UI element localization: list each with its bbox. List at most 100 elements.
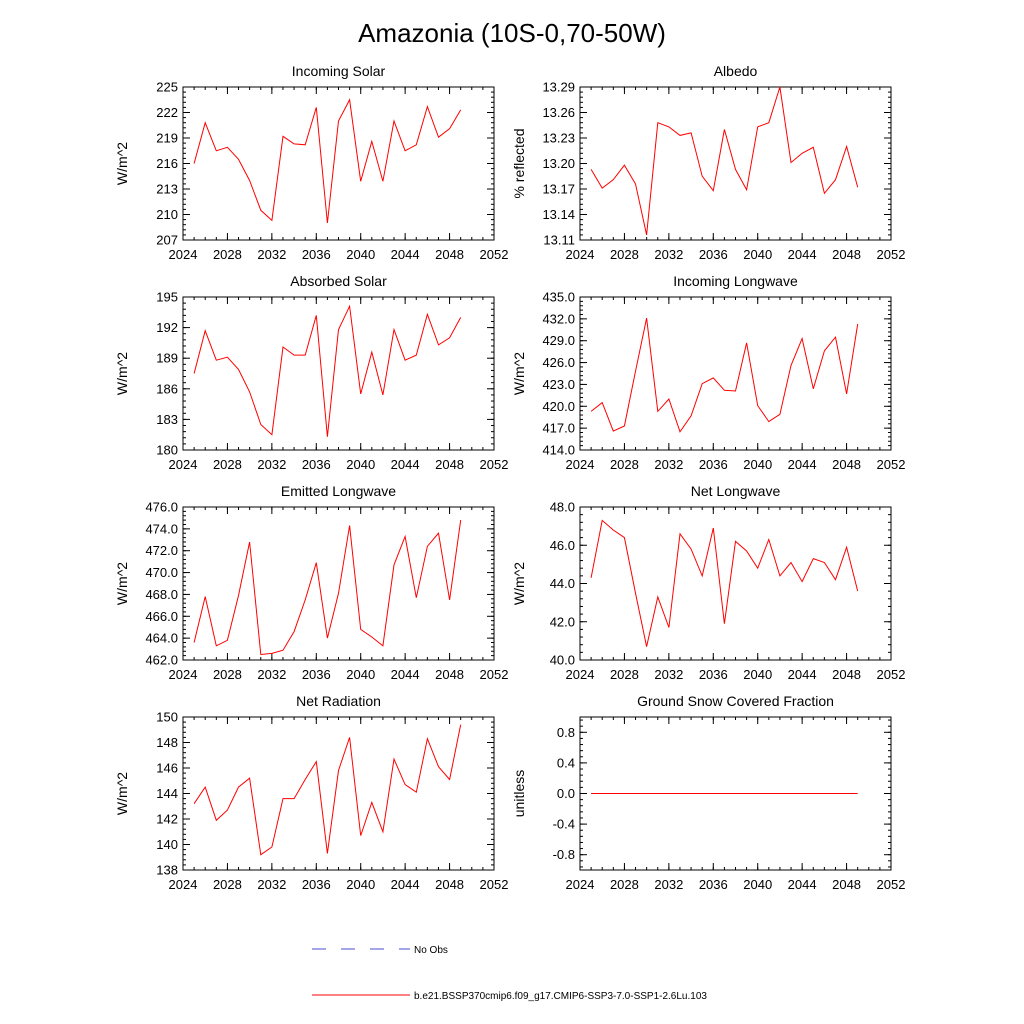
panel-title: Emitted Longwave: [281, 483, 396, 499]
y-axis-label: W/m^2: [114, 772, 130, 815]
panel-title: Net Longwave: [691, 483, 781, 499]
y-tick-label: 0.4: [557, 755, 575, 770]
y-tick-label: 432.0: [542, 311, 575, 326]
x-tick-label: 2052: [480, 457, 509, 472]
y-axis-label: W/m^2: [511, 352, 527, 395]
x-tick-label: 2040: [346, 877, 375, 892]
y-tick-label: 210: [156, 207, 178, 222]
x-tick-label: 2032: [654, 247, 683, 262]
y-tick-label: 138: [156, 863, 178, 878]
x-tick-label: 2048: [435, 457, 464, 472]
panel-3: Absorbed Solar 2024 2028 2032 2036 2040 2044 20…: [114, 273, 508, 472]
y-tick-label: 0.8: [557, 725, 575, 740]
x-tick-label: 2040: [346, 667, 375, 682]
y-tick-label: 470.0: [145, 565, 178, 580]
y-tick-label: 13.14: [542, 207, 575, 222]
y-tick-label: 192: [156, 320, 178, 335]
y-tick-label: 466.0: [145, 609, 178, 624]
panel-title: Absorbed Solar: [290, 273, 387, 289]
x-tick-label: 2052: [480, 667, 509, 682]
x-tick-label: 2048: [832, 247, 861, 262]
x-tick-label: 2036: [302, 667, 331, 682]
panel-title: Albedo: [714, 63, 758, 79]
plot-frame: [182, 86, 495, 241]
panel-8: Ground Snow Covered Fraction 2024 2028 2032…: [511, 693, 905, 892]
panel-title: Incoming Solar: [292, 63, 386, 79]
x-tick-label: 2052: [877, 247, 906, 262]
x-tick-label: 2032: [654, 457, 683, 472]
x-tick-label: 2024: [566, 877, 595, 892]
x-tick-label: 2028: [213, 877, 242, 892]
y-tick-label: 476.0: [145, 500, 178, 515]
y-tick-label: 13.17: [542, 182, 575, 197]
y-tick-label: 44.0: [550, 576, 575, 591]
y-tick-label: 216: [156, 156, 178, 171]
x-tick-label: 2052: [480, 247, 509, 262]
y-tick-label: 435.0: [542, 290, 575, 305]
panel-title: Net Radiation: [296, 693, 381, 709]
y-tick-label: 180: [156, 443, 178, 458]
x-tick-label: 2036: [699, 457, 728, 472]
series-line: [590, 86, 859, 236]
panel-5: Emitted Longwave 2024 2028 2032 2036 2040 2044…: [114, 483, 508, 682]
x-tick-label: 2036: [302, 457, 331, 472]
x-tick-label: 2024: [566, 457, 595, 472]
x-tick-label: 2040: [743, 457, 772, 472]
x-tick-label: 2044: [788, 247, 817, 262]
y-axis-label: W/m^2: [114, 562, 130, 605]
x-tick-label: 2028: [610, 667, 639, 682]
series-line: [193, 724, 462, 856]
x-tick-label: 2024: [566, 247, 595, 262]
panel-title: Ground Snow Covered Fraction: [637, 693, 834, 709]
x-tick-label: 2028: [213, 667, 242, 682]
y-tick-label: 474.0: [145, 521, 178, 536]
y-tick-label: 46.0: [550, 538, 575, 553]
x-tick-label: 2028: [213, 247, 242, 262]
y-tick-label: -0.8: [553, 847, 575, 862]
y-axis-label: W/m^2: [511, 562, 527, 605]
y-tick-label: 189: [156, 351, 178, 366]
plot-frame: [579, 296, 892, 451]
x-tick-label: 2024: [169, 457, 198, 472]
y-tick-label: 150: [156, 710, 178, 725]
y-tick-label: 13.26: [542, 105, 575, 120]
y-axis-label: unitless: [511, 770, 527, 817]
y-axis-label: W/m^2: [114, 352, 130, 395]
legend-obs-label: No Obs: [414, 945, 448, 956]
y-tick-label: 207: [156, 233, 178, 248]
y-tick-label: 186: [156, 381, 178, 396]
y-tick-label: 464.0: [145, 631, 178, 646]
x-tick-label: 2024: [566, 667, 595, 682]
y-axis-label: W/m^2: [114, 142, 130, 185]
panel-6: Net Longwave 2024 2028 2032 2036 2040 2044 2048…: [511, 483, 905, 682]
y-tick-label: 13.11: [543, 233, 575, 248]
y-tick-label: 183: [156, 412, 178, 427]
x-tick-label: 2032: [257, 457, 286, 472]
y-axis-label: % reflected: [511, 128, 527, 198]
x-tick-label: 2044: [788, 877, 817, 892]
legend-model-label: b.e21.BSSP370cmip6.f09_g17.CMIP6-SSP3-7.…: [414, 991, 707, 1002]
y-tick-label: 417.0: [542, 421, 575, 436]
x-tick-label: 2040: [346, 247, 375, 262]
series-line: [193, 520, 462, 656]
y-tick-label: 13.23: [542, 131, 575, 146]
y-tick-label: 40.0: [550, 653, 575, 668]
y-tick-label: 423.0: [542, 377, 575, 392]
y-tick-label: 195: [156, 290, 178, 305]
y-tick-label: 142: [156, 812, 178, 827]
x-tick-label: 2024: [169, 667, 198, 682]
x-tick-label: 2028: [610, 247, 639, 262]
plot-frame: [579, 506, 892, 661]
figure-title: Amazonia (10S-0,70-50W): [358, 18, 666, 48]
panel-1: Incoming Solar 2024 2028 2032 2036 2040 2044 20…: [114, 63, 508, 262]
x-tick-label: 2036: [699, 247, 728, 262]
x-tick-label: 2048: [435, 877, 464, 892]
y-tick-label: 222: [156, 105, 178, 120]
y-tick-label: 225: [156, 80, 178, 95]
series-line: [193, 304, 462, 437]
x-tick-label: 2048: [435, 247, 464, 262]
x-tick-label: 2028: [213, 457, 242, 472]
x-tick-label: 2024: [169, 877, 198, 892]
y-tick-label: 429.0: [542, 333, 575, 348]
